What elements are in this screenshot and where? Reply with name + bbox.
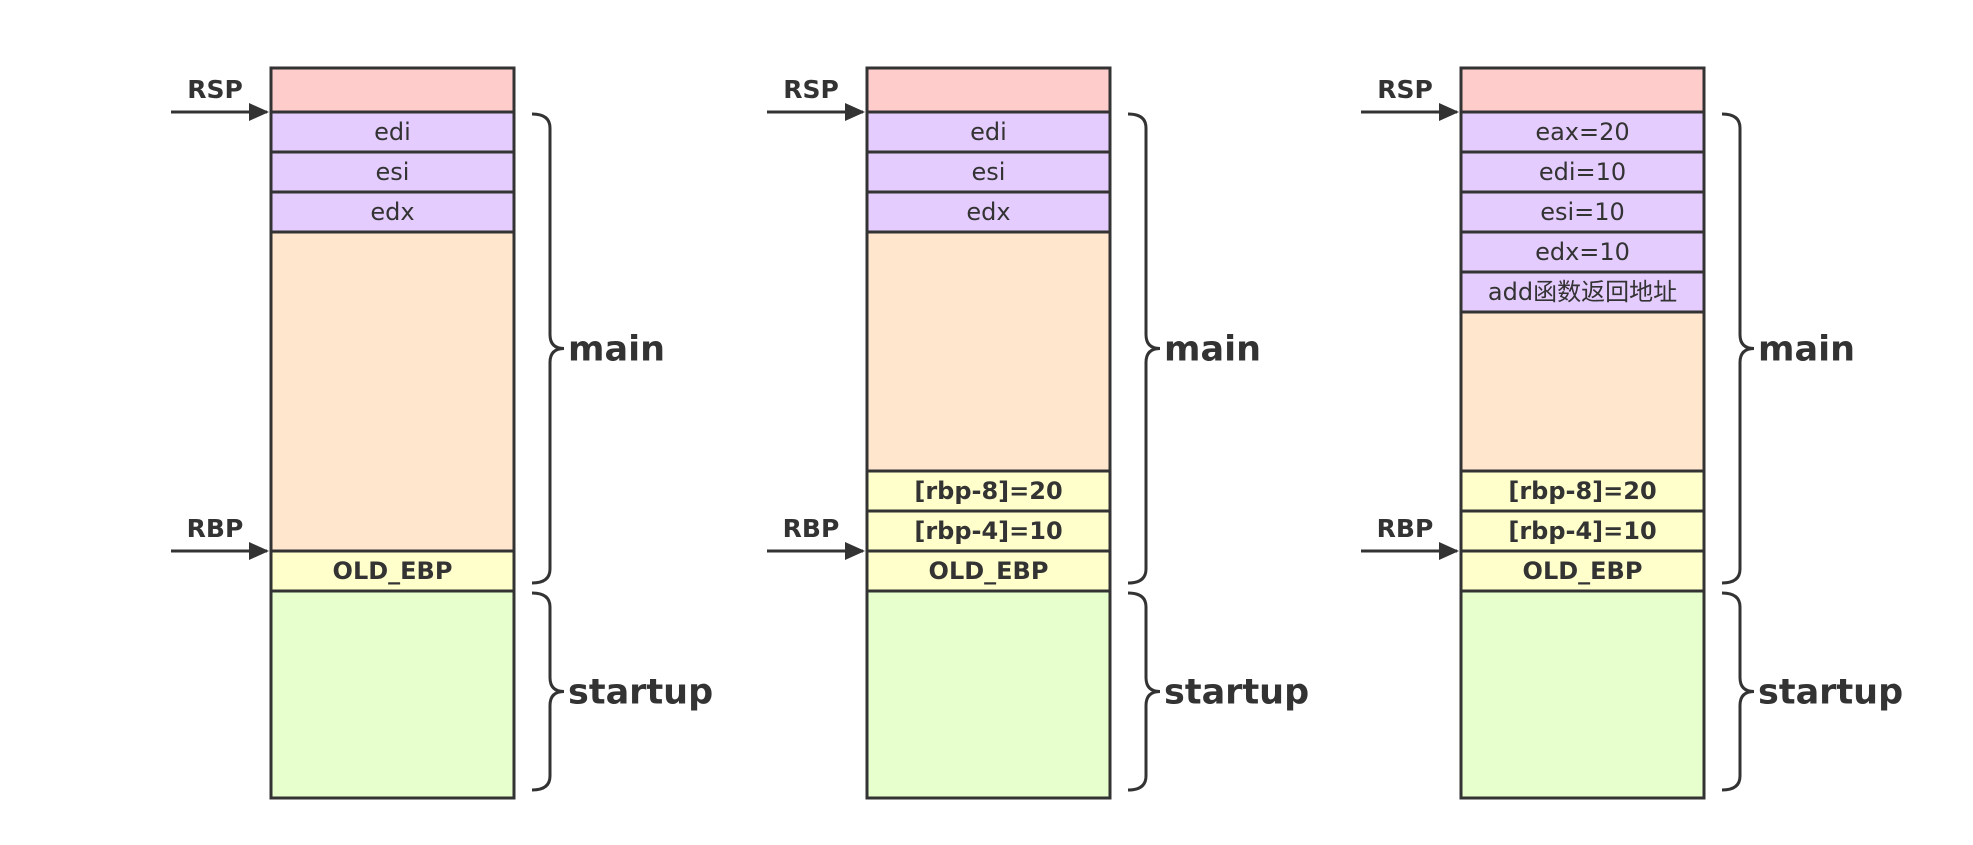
stack-cell: [1459, 66, 1706, 114]
stack-cell: [1459, 509, 1706, 553]
stack-cell: [1459, 310, 1706, 473]
main-region-label: main: [1758, 330, 1855, 370]
main-region-label: main: [1164, 330, 1261, 370]
stack-cell: [1459, 150, 1706, 194]
startup-brace: [1721, 591, 1755, 792]
main-brace: [531, 112, 565, 585]
startup-brace: [1127, 591, 1161, 792]
stack-cell: [269, 549, 516, 593]
stack-cell-label: edi: [374, 118, 411, 146]
rsp-label: RSP: [1377, 75, 1433, 104]
rbp-label: RBP: [1377, 514, 1434, 543]
stack-cell: [1459, 549, 1706, 593]
stack-cell: [1459, 469, 1706, 513]
rbp-label: RBP: [783, 514, 840, 543]
startup-brace: [531, 591, 565, 792]
stack-3: eax=20 edi=10 esi=10 edx=10 add函数返回地址 [rbp-8]…: [1361, 66, 1903, 800]
main-region-label: main: [568, 330, 665, 370]
stack-cell-label: [rbp-4]=10: [1508, 517, 1656, 545]
stack-cell-label: OLD_EBP: [333, 557, 453, 585]
stack-cell-label: [rbp-4]=10: [914, 517, 1062, 545]
stack-cell-label: [rbp-8]=20: [914, 477, 1062, 505]
stack-cell: [865, 110, 1112, 154]
stack-cell-label: OLD_EBP: [1523, 557, 1643, 585]
stack-cell-label: edi: [970, 118, 1007, 146]
stack-cell: [1459, 589, 1706, 800]
stack-cell-label: OLD_EBP: [929, 557, 1049, 585]
stack-cell: [1459, 230, 1706, 274]
stack-cell-label: edi=10: [1539, 158, 1626, 186]
stack-1: edi esi edx OLD_EBP RSP RBP main startup: [171, 66, 713, 800]
rsp-label: RSP: [783, 75, 839, 104]
startup-region-label: startup: [1758, 673, 1903, 713]
startup-region-label: startup: [1164, 673, 1309, 713]
startup-region-label: startup: [568, 673, 713, 713]
stack-cell-label: edx: [966, 198, 1010, 226]
stack-cell: [865, 190, 1112, 234]
main-brace: [1721, 112, 1755, 585]
stack-cell-label: eax=20: [1535, 118, 1629, 146]
stack-cell: [269, 589, 516, 800]
stack-cell-label: edx: [370, 198, 414, 226]
stack-cell-label: esi=10: [1540, 198, 1625, 226]
main-brace: [1127, 112, 1161, 585]
stack-cell: [269, 66, 516, 114]
stack-cell-label: esi: [376, 158, 410, 186]
stack-cell-label: esi: [972, 158, 1006, 186]
rbp-label: RBP: [187, 514, 244, 543]
stack-cell-label: add函数返回地址: [1488, 278, 1677, 306]
stack-2: edi esi edx [rbp-8]=20 [rbp-4]=10 OLD_EBP RSP R…: [767, 66, 1309, 800]
stack-cell: [865, 66, 1112, 114]
stack-cell-label: [rbp-8]=20: [1508, 477, 1656, 505]
stack-cell: [865, 150, 1112, 194]
stack-cell-label: edx=10: [1535, 238, 1630, 266]
stack-cell: [1459, 110, 1706, 154]
rsp-label: RSP: [187, 75, 243, 104]
stack-cell: [865, 230, 1112, 473]
stack-cell: [269, 230, 516, 553]
stack-cell: [865, 589, 1112, 800]
